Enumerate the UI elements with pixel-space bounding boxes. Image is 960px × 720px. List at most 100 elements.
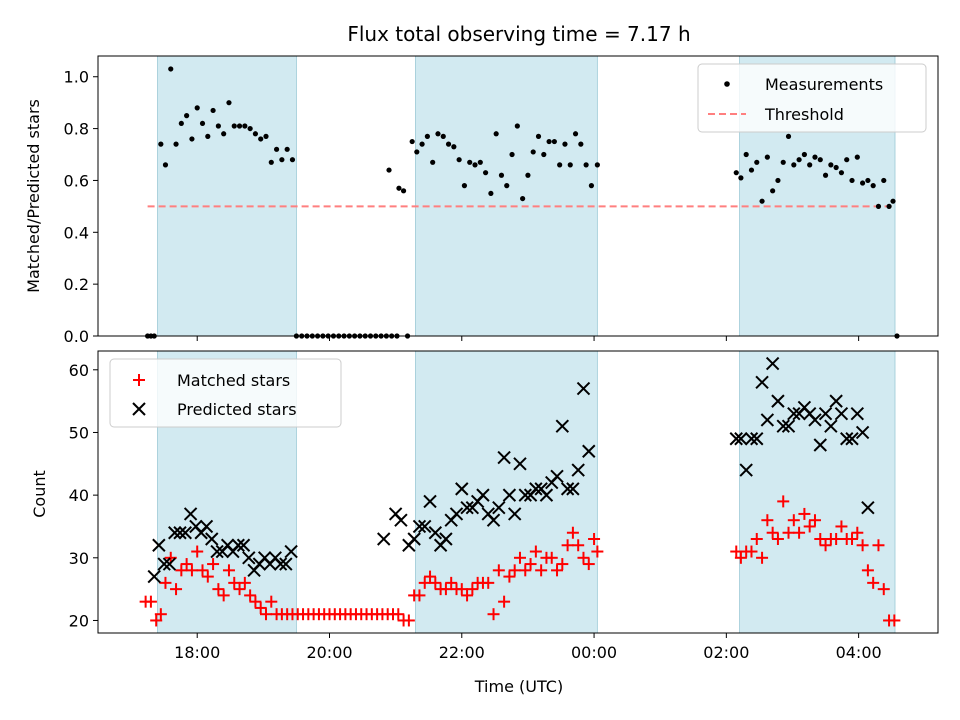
predicted-star-point [560, 482, 575, 496]
predicted-star-point [455, 482, 469, 496]
predicted-star-point [781, 419, 796, 433]
measurement-point [215, 123, 221, 129]
legend-threshold-label: Threshold [764, 105, 844, 124]
measurement-point [870, 183, 876, 189]
predicted-star-point [813, 438, 827, 452]
legend-predicted-label: Predicted stars [177, 400, 297, 419]
ratio-y-ticks: 0.0 0.2 0.4 0.6 0.8 1.0 [64, 68, 98, 346]
ratio-x-ticks [196, 336, 860, 341]
predicted-star-point [423, 494, 437, 509]
measurement-point [764, 154, 770, 160]
predicted-star-point [765, 356, 780, 371]
predicted-star-point [428, 526, 443, 540]
matched-star-point [582, 558, 595, 571]
measurement-point [535, 133, 542, 139]
matched-star-point [566, 526, 579, 539]
matched-star-point [771, 533, 784, 545]
predicted-star-point [529, 482, 543, 496]
matched-star-point [254, 601, 267, 614]
matched-star-point [867, 576, 880, 589]
matched-star-point [154, 608, 167, 621]
y-tick-label: 1.0 [64, 68, 89, 87]
measurement-point [759, 198, 765, 204]
measurement-point [263, 133, 269, 139]
measurement-point [273, 146, 280, 152]
matched-star-point [830, 533, 843, 545]
predicted-star-point [157, 557, 171, 571]
legend-matched-label: Matched stars [177, 371, 290, 390]
predicted-star-point [476, 488, 490, 502]
measurement-point [833, 164, 839, 171]
predicted-star-point [199, 519, 214, 534]
matched-star-point [798, 507, 811, 520]
measurement-point [748, 167, 755, 173]
measurement-point [236, 123, 243, 129]
chart-title: Flux total observing time = 7.17 h [347, 22, 690, 46]
predicted-star-point [183, 507, 198, 521]
measurement-point [173, 141, 179, 147]
predicted-star-point [168, 526, 182, 540]
ratio-panel-frame [97, 55, 939, 337]
matched-star-point [217, 589, 230, 602]
matched-star-point [734, 551, 747, 564]
measurement-point [210, 107, 216, 114]
measurement-point [279, 157, 285, 163]
matched-star-point [170, 583, 183, 596]
matched-star-point [872, 539, 885, 552]
measurement-point [780, 159, 786, 165]
measurement-point [184, 113, 190, 119]
matched-star-point [591, 545, 604, 558]
measurement-point [205, 133, 211, 139]
measurement-point [583, 162, 589, 168]
x-tick-label: 00:00 [571, 643, 617, 662]
y-tick-label: 20 [69, 611, 89, 630]
matched-star-point [150, 614, 163, 627]
legend-matched-marker [133, 374, 145, 386]
measurement-point [875, 203, 882, 209]
matched-star-point [498, 595, 511, 608]
measurement-point [849, 177, 855, 184]
measurement-point [578, 141, 584, 147]
matched-star-point [196, 564, 209, 577]
matched-star-point [846, 533, 859, 545]
matched-star-point [856, 539, 869, 552]
measurement-point [461, 183, 468, 189]
predicted-star-point [178, 526, 193, 540]
measurement-point [289, 157, 296, 163]
predicted-star-point [394, 513, 408, 527]
predicted-star-point [210, 544, 224, 559]
measurement-point [520, 195, 526, 202]
predicted-star-point [834, 406, 849, 421]
predicted-star-point [486, 513, 501, 527]
matched-star-point [766, 526, 779, 539]
measurement-point [738, 175, 744, 181]
measurement-point [451, 144, 457, 150]
matched-star-point [519, 564, 532, 577]
measurement-point [488, 190, 494, 197]
measurement-point [221, 131, 227, 137]
matched-star-point [244, 589, 257, 602]
matched-star-point [228, 576, 241, 589]
measurement-point [807, 162, 813, 168]
matched-star-point [877, 583, 890, 596]
matched-star-point [561, 539, 574, 552]
measurement-point [231, 123, 237, 129]
measurement-point [414, 149, 420, 155]
matched-star-point [424, 570, 437, 583]
count-y-ticks: 20 30 40 50 60 [69, 361, 98, 630]
count-panel: 20 30 40 50 60 18:00 20:00 22:00 00:00 02:00 04:0… [30, 350, 939, 696]
predicted-star-point [840, 432, 854, 446]
matched-star-point [260, 608, 272, 621]
matched-star-point [445, 576, 458, 589]
predicted-star-point [513, 457, 527, 471]
count-x-ticks: 18:00 20:00 22:00 00:00 02:00 04:00 [174, 633, 882, 662]
matched-star-point [545, 551, 558, 564]
y-tick-label: 60 [69, 361, 89, 380]
matched-star-point [814, 533, 827, 545]
matched-star-point [482, 576, 495, 589]
matched-star-point [529, 545, 542, 558]
measurement-point [594, 162, 600, 168]
measurement-point [854, 154, 860, 160]
measurement-point [472, 162, 478, 168]
